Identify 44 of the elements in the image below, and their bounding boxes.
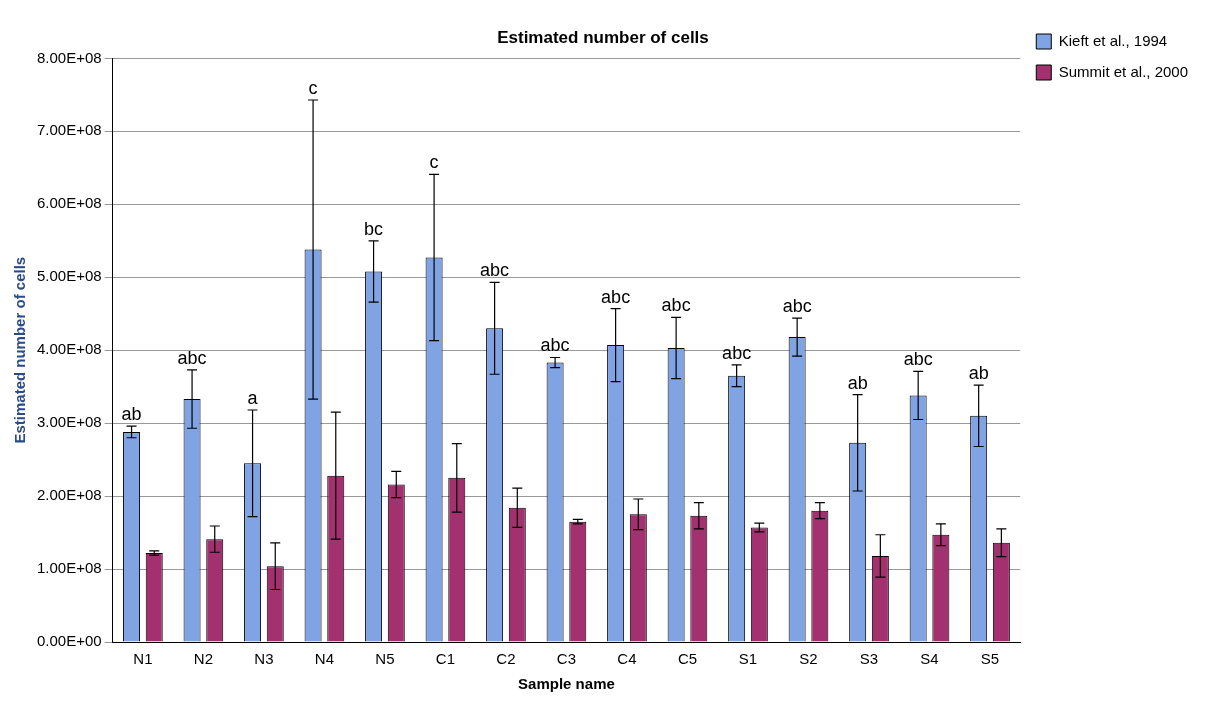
y-tick-label: 2.00E+08 bbox=[36, 486, 102, 504]
annotation: abc bbox=[540, 335, 570, 356]
annotation: abc bbox=[601, 286, 631, 307]
annotation: c bbox=[308, 77, 318, 98]
x-tick-label: S4 bbox=[920, 650, 939, 668]
x-tick-label: C2 bbox=[496, 650, 516, 668]
annotation: abc bbox=[661, 295, 691, 316]
x-tick-label: N1 bbox=[133, 650, 153, 668]
x-tick-label: C1 bbox=[435, 650, 456, 668]
x-axis-title: Sample name bbox=[518, 675, 615, 693]
x-tick-label: S2 bbox=[799, 650, 818, 668]
annotation: abc bbox=[903, 349, 933, 370]
x-tick-label: S1 bbox=[738, 650, 758, 668]
annotation: ab bbox=[968, 363, 989, 384]
x-tick-label: N2 bbox=[193, 650, 213, 668]
chart-title: Estimated number of cells bbox=[497, 27, 709, 47]
y-tick-label: 5.00E+08 bbox=[36, 267, 102, 285]
y-tick-label: 8.00E+08 bbox=[36, 48, 102, 66]
annotation: bc bbox=[364, 218, 384, 239]
annotation: c bbox=[429, 152, 439, 173]
annotation: ab bbox=[847, 372, 868, 393]
x-tick-label: N5 bbox=[375, 650, 395, 668]
annotation: a bbox=[247, 387, 259, 408]
y-tick-label: 1.00E+08 bbox=[36, 559, 102, 577]
y-tick-label: 7.00E+08 bbox=[36, 121, 102, 139]
x-tick-label: N4 bbox=[314, 650, 335, 668]
annotation: abc bbox=[480, 260, 510, 281]
y-tick-label: 3.00E+08 bbox=[36, 413, 102, 431]
x-tick-label: N3 bbox=[254, 650, 274, 668]
x-tick-label: C4 bbox=[617, 650, 637, 668]
legend-label: Summit et al., 2000 bbox=[1058, 62, 1189, 80]
x-tick-label: C5 bbox=[677, 650, 698, 668]
annotation: abc bbox=[782, 296, 812, 317]
x-tick-label: S3 bbox=[859, 650, 879, 668]
y-axis-title: Estimated number of cells bbox=[11, 256, 29, 444]
y-tick-label: 6.00E+08 bbox=[36, 194, 102, 212]
annotation: abc bbox=[177, 347, 207, 368]
y-tick-label: 0.00E+00 bbox=[36, 632, 102, 650]
x-tick-label: C3 bbox=[556, 650, 577, 668]
annotation: abc bbox=[722, 342, 752, 363]
x-tick-label: S5 bbox=[980, 650, 1000, 668]
legend-label: Kieft et al., 1994 bbox=[1058, 31, 1168, 49]
annotation: ab bbox=[121, 404, 142, 425]
y-tick-label: 4.00E+08 bbox=[36, 340, 102, 358]
